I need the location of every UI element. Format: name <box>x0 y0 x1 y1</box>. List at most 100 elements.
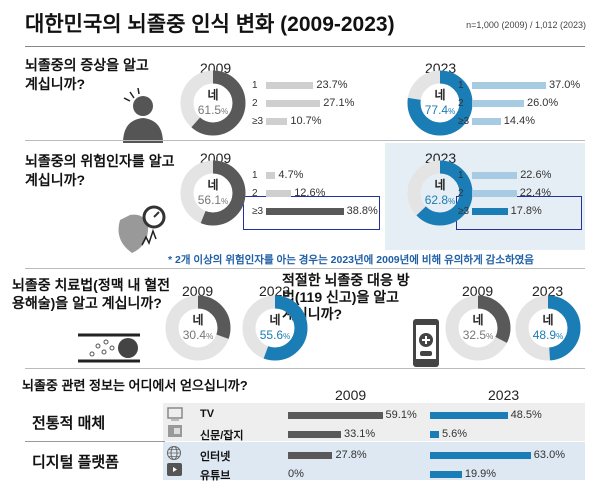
heart-blood-pressure-icon <box>118 205 166 253</box>
source-bar-2023: 48.5% <box>430 409 542 421</box>
bar-row: 2 27.1% <box>252 96 354 110</box>
blood-vessel-clot-icon <box>78 333 140 363</box>
bar <box>430 430 439 438</box>
donut-percent: 56.1 <box>197 193 222 207</box>
bar-value: 59.1% <box>385 409 417 421</box>
donut-value-arc-2023 <box>407 70 473 136</box>
group-traditional: 전통적 매체 <box>32 415 106 432</box>
year-label-2023: 2023 <box>532 283 564 299</box>
bar-2023 <box>472 171 518 179</box>
bar-2023 <box>472 189 517 197</box>
divider <box>25 268 585 269</box>
bar-row: 2 22.4% <box>458 186 551 200</box>
donut-2023: 네 77.4% <box>407 70 473 136</box>
bar-value: 27.1% <box>323 97 355 109</box>
yes-label: 네 <box>207 178 219 192</box>
bar-value: 4.7% <box>278 169 304 181</box>
yes-label: 네 <box>434 88 446 102</box>
percent-sign: % <box>221 107 229 116</box>
bar-value: 23.7% <box>316 79 348 91</box>
bar-category: 1 <box>252 169 258 181</box>
digital-platform-bg <box>163 442 585 480</box>
divider <box>25 46 585 47</box>
sample-size: n=1,000 (2009) / 1,012 (2023) <box>466 20 586 30</box>
donut-percent: 30.4 <box>182 328 207 342</box>
donut-percent: 62.8 <box>424 193 449 207</box>
bar-row: ≥3 10.7% <box>252 114 322 128</box>
bar-row: 1 37.0% <box>458 78 580 92</box>
percent-sign: % <box>221 197 229 206</box>
bar-value: 10.7% <box>290 115 322 127</box>
percent-sign: % <box>283 332 291 341</box>
bar-value: 27.8% <box>335 449 367 461</box>
yes-label: 네 <box>542 313 554 327</box>
bar-category: 1 <box>458 79 464 91</box>
source-label: 인터넷 <box>200 451 231 463</box>
column-2009: 2009 <box>335 387 367 403</box>
question-info-source: 뇌졸중 관련 정보는 어디에서 얻으십니까? <box>22 378 248 393</box>
bar-value: 38.8% <box>346 205 378 217</box>
donut-2023: 네 55.6% <box>242 295 308 361</box>
bar-2009 <box>266 117 288 125</box>
group-digital: 디지털 플랫폼 <box>32 454 119 471</box>
yes-label: 네 <box>207 88 219 102</box>
source-label: 유튜브 <box>200 470 231 482</box>
bar-value: 22.4% <box>519 187 551 199</box>
percent-sign: % <box>448 107 456 116</box>
bar-value: 12.6% <box>294 187 326 199</box>
bar-value: 5.6% <box>441 428 468 440</box>
globe-icon <box>167 446 181 460</box>
yes-label: 네 <box>472 313 484 327</box>
donut-value-arc-2023 <box>515 295 581 361</box>
source-bar-2023: 5.6% <box>430 428 467 440</box>
donut-value-arc-2023 <box>407 160 473 226</box>
donut-percent: 55.6 <box>259 328 284 342</box>
donut-label: 네 30.4% <box>165 311 231 342</box>
yes-label: 네 <box>434 178 446 192</box>
bar-value: 63.0% <box>533 449 565 461</box>
bar-2023 <box>472 81 546 89</box>
year-label-2009: 2009 <box>462 283 494 299</box>
bar-2009 <box>266 81 314 89</box>
donut-percent: 48.9 <box>532 328 557 342</box>
bar-row: ≥3 17.8% <box>458 204 542 218</box>
donut-value-arc-2009 <box>445 295 511 361</box>
percent-sign: % <box>556 332 564 341</box>
bar-category: ≥3 <box>458 205 470 217</box>
bar-row: 1 23.7% <box>252 78 348 92</box>
bar-value: 37.0% <box>549 79 581 91</box>
donut-label: 네 55.6% <box>242 311 308 342</box>
tv-icon <box>167 407 183 421</box>
bar-value: 48.5% <box>510 409 542 421</box>
bar-row: 1 22.6% <box>458 168 551 182</box>
traditional-media-bg <box>163 403 585 441</box>
source-bar-2009: 27.8% <box>288 449 367 461</box>
source-label: 신문/잡지 <box>200 430 244 442</box>
bar-category: 1 <box>458 169 464 181</box>
newspaper-icon <box>168 425 182 437</box>
source-bar-2023: 63.0% <box>430 449 565 461</box>
year-label-2023: 2023 <box>259 283 291 299</box>
bar <box>288 411 383 419</box>
bar-value: 0% <box>288 468 304 480</box>
donut-value-arc-2009 <box>180 70 246 136</box>
donut-percent: 61.5 <box>197 103 222 117</box>
donut-label: 네 48.9% <box>515 311 581 342</box>
person-headache-icon <box>123 88 163 143</box>
donut-label: 네 61.5% <box>180 86 246 117</box>
source-bar-2009: 33.1% <box>288 428 375 440</box>
divider <box>25 140 585 141</box>
bar-row: 1 4.7% <box>252 168 303 182</box>
donut-2009: 네 30.4% <box>165 295 231 361</box>
yes-label: 네 <box>269 313 281 327</box>
bar-value: 26.0% <box>527 97 559 109</box>
bar-row: ≥3 14.4% <box>458 114 535 128</box>
bar-category: ≥3 <box>252 205 264 217</box>
page-title: 대한민국의 뇌졸중 인식 변화 (2009-2023) <box>25 13 395 36</box>
column-2023: 2023 <box>488 387 520 403</box>
bar-value: 14.4% <box>503 115 535 127</box>
bar-value: 19.9% <box>464 468 497 480</box>
donut-label: 네 77.4% <box>407 86 473 117</box>
bar-row: 2 26.0% <box>458 96 558 110</box>
bar-2009 <box>266 171 276 179</box>
